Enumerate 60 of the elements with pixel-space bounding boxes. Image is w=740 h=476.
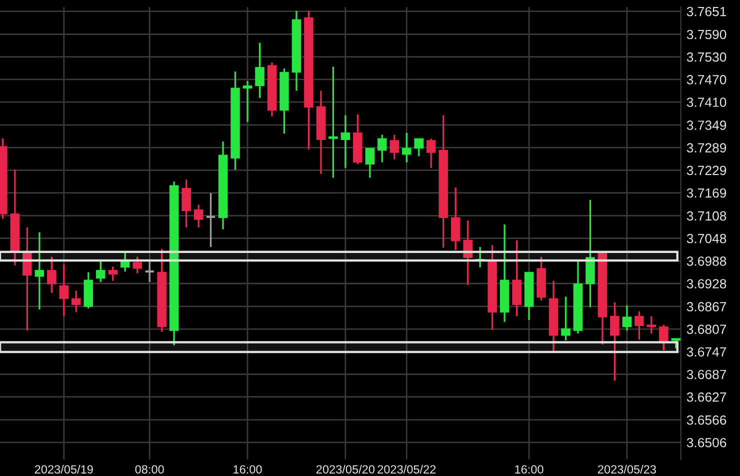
y-tick-label: 3.7470 — [686, 75, 726, 84]
y-tick-label: 3.7651 — [686, 6, 726, 16]
candlestick — [47, 256, 56, 294]
candlestick — [365, 148, 375, 179]
x-tick-label: 2023/05/22 — [378, 464, 436, 474]
candlestick — [144, 260, 155, 283]
candlestick — [34, 231, 44, 310]
y-tick-label: 3.7108 — [686, 211, 726, 221]
y-tick-label: 3.7410 — [686, 98, 726, 107]
x-tick-label: 16:00 — [515, 465, 544, 474]
y-tick-label: 3.6807 — [686, 324, 726, 334]
candlestick — [72, 290, 81, 313]
y-tick-label: 3.7229 — [686, 166, 726, 176]
y-tick-label: 3.7349 — [686, 120, 726, 130]
candlestick — [450, 186, 460, 251]
candlestick — [194, 204, 204, 228]
y-tick-label: 3.6566 — [686, 415, 726, 425]
candlestick — [561, 296, 570, 342]
candlestick — [622, 304, 632, 332]
y-tick-label: 3.6506 — [686, 438, 726, 448]
y-tick-label: 3.7530 — [686, 52, 726, 62]
y-tick-label: 3.6928 — [686, 279, 726, 288]
candlestick — [242, 80, 252, 123]
x-tick-label: 2023/05/19 — [34, 464, 93, 474]
candlestick — [59, 263, 69, 318]
candlestick — [426, 138, 436, 169]
y-tick-label: 3.6988 — [686, 256, 726, 266]
y-tick-label: 3.7048 — [686, 234, 726, 244]
candlestick — [378, 134, 387, 164]
candlestick — [463, 220, 472, 286]
candlestick — [182, 178, 191, 228]
y-tick-label: 3.7289 — [686, 143, 726, 152]
x-tick-label: 08:00 — [135, 465, 164, 474]
candlestick — [610, 301, 620, 382]
candlestick — [22, 226, 32, 332]
x-tick-label: 16:00 — [234, 465, 262, 474]
candlestick — [108, 266, 118, 282]
candlestick — [96, 260, 106, 283]
x-tick-label: 2023/05/23 — [598, 464, 656, 474]
y-tick-label: 3.6687 — [686, 370, 726, 380]
candlestick — [328, 66, 338, 179]
candlestick — [390, 134, 400, 160]
candlestick — [634, 310, 644, 340]
y-tick-label: 3.7169 — [686, 188, 726, 198]
candlestick — [402, 132, 412, 164]
candlestick — [646, 315, 656, 334]
candlestick — [671, 338, 681, 350]
candlestick — [120, 251, 130, 272]
candlestick — [132, 256, 142, 274]
candlestick — [340, 114, 350, 169]
x-tick-label: 2023/05/20 — [316, 464, 374, 474]
y-tick-label: 3.6867 — [686, 302, 726, 312]
candlestick — [414, 138, 424, 158]
candlestick — [659, 324, 668, 351]
candlestick — [205, 192, 216, 248]
candlestick — [475, 246, 485, 268]
y-tick-label: 3.7590 — [686, 30, 726, 40]
y-tick-label: 3.6747 — [686, 347, 726, 357]
candlestick — [255, 42, 264, 99]
y-tick-label: 3.6627 — [686, 392, 726, 402]
